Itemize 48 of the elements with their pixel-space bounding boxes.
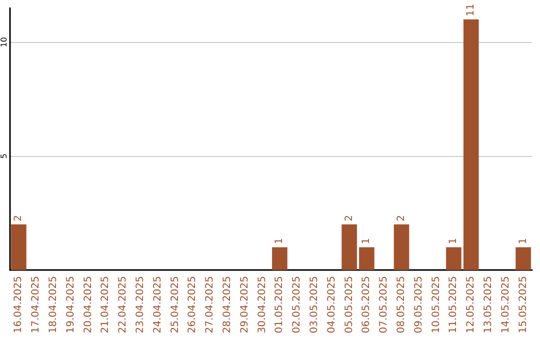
bar [342,224,357,270]
x-tick-label: 13.05.2025 [483,276,494,334]
data-label: 11 [466,4,477,16]
x-tick-label: 08.05.2025 [396,276,407,334]
x-tick-label: 21.04.2025 [100,276,112,334]
x-tick-label: 28.04.2025 [222,276,233,334]
bar [446,247,462,270]
x-tick-label: 01.05.2025 [274,276,286,334]
x-tick-label: 26.04.2025 [187,276,198,334]
x-tick-label: 23.04.2025 [135,276,146,334]
bar [359,247,374,270]
x-tick-label: 14.05.2025 [500,276,512,334]
bar [272,247,288,270]
data-label: 2 [344,215,355,222]
x-tick-label: 15.05.2025 [518,276,529,334]
x-tick-label: 29.04.2025 [239,276,250,334]
y-tick-label: 5 [0,154,8,159]
bar [516,247,531,270]
x-tick-label: 06.05.2025 [361,276,372,334]
bar [11,224,26,270]
data-label: 1 [518,238,529,244]
x-tick-label: 24.04.2025 [152,276,164,334]
data-label: 2 [396,215,407,222]
x-tick-label: 27.04.2025 [204,276,216,334]
x-tick-label: 03.05.2025 [309,276,320,334]
x-tick-label: 18.04.2025 [48,276,59,334]
bar [394,224,410,270]
x-tick-label: 20.04.2025 [82,276,94,334]
data-label: 1 [274,238,286,244]
data-label: 1 [361,238,372,244]
x-tick-label: 19.04.2025 [65,276,76,334]
x-tick-label: 10.05.2025 [430,276,442,334]
x-tick-label: 04.05.2025 [326,276,338,334]
x-tick-label: 05.05.2025 [344,276,355,334]
bar [463,19,479,270]
x-tick-label: 11.05.2025 [448,276,460,334]
x-tick-label: 09.05.2025 [413,276,424,334]
x-tick-label: 16.04.2025 [13,276,24,334]
data-label: 1 [448,238,460,244]
y-tick-label: 10 [0,37,8,48]
x-tick-label: 07.05.2025 [378,276,390,334]
x-tick-label: 17.04.2025 [30,276,42,334]
x-tick-label: 22.04.2025 [118,276,129,334]
x-tick-label: 12.05.2025 [466,276,477,334]
x-tick-label: 30.04.2025 [256,276,268,334]
x-tick-label: 25.04.2025 [170,276,181,334]
x-tick-label: 02.05.2025 [292,276,303,334]
data-label: 2 [13,215,24,222]
